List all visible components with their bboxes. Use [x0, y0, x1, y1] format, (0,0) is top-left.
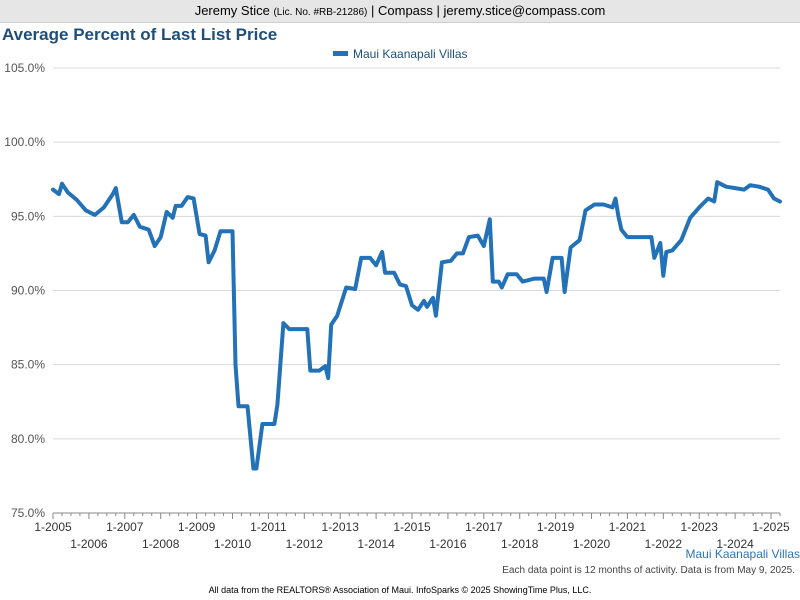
x-tick-label: 1-2005: [34, 520, 72, 534]
y-tick-label: 90.0%: [11, 284, 45, 298]
source-footer: All data from the REALTORS® Association …: [208, 585, 592, 595]
series-caption: Maui Kaanapali Villas: [685, 547, 800, 561]
y-tick-label: 80.0%: [11, 432, 45, 446]
x-tick-label: 1-2011: [250, 520, 287, 534]
x-axis: 1-2005 1-2006 1-2007 1-2008 1-2009 1-2010 1-20…: [34, 512, 790, 551]
company-name: | Compass |: [371, 3, 440, 18]
license-number: (Lic. No. #RB-21286): [273, 7, 368, 18]
x-tick-label: 1-2007: [106, 520, 144, 534]
x-tick-label: 1-2018: [501, 537, 539, 551]
x-tick-label: 1-2019: [537, 520, 575, 534]
agent-email[interactable]: jeremy.stice@compass.com: [443, 3, 606, 18]
x-tick-label: 1-2022: [645, 537, 683, 551]
x-tick-label: 1-2010: [214, 537, 252, 551]
y-tick-label: 85.0%: [11, 358, 45, 372]
grid-lines: [53, 67, 780, 440]
x-tick-label: 1-2017: [465, 520, 503, 534]
data-note: Each data point is 12 months of activity…: [502, 565, 795, 576]
legend-swatch: [333, 51, 348, 56]
agent-name: Jeremy Stice: [194, 3, 270, 18]
series-line-0: [51, 180, 782, 471]
x-tick-label: 1-2023: [681, 520, 719, 534]
y-tick-label: 105.0%: [4, 61, 45, 75]
x-tick-label: 1-2009: [178, 520, 216, 534]
x-tick-label: 1-2021: [609, 520, 647, 534]
x-tick-label: 1-2025: [752, 520, 790, 534]
legend-label: Maui Kaanapali Villas: [353, 47, 468, 61]
y-tick-label: 95.0%: [11, 209, 45, 223]
x-tick-label: 1-2016: [429, 537, 467, 551]
series-group: [51, 180, 782, 471]
x-tick-label: 1-2008: [142, 537, 180, 551]
y-tick-label: 75.0%: [11, 506, 45, 520]
header-bar: Jeremy Stice (Lic. No. #RB-21286) | Comp…: [0, 0, 800, 23]
x-tick-label: 1-2020: [573, 537, 611, 551]
legend: Maui Kaanapali Villas: [333, 47, 468, 61]
x-tick-label: 1-2013: [322, 520, 360, 534]
x-tick-label: 1-2024: [716, 537, 754, 551]
y-axis-ticks: 75.0% 80.0% 85.0% 90.0% 95.0% 100.0% 105.0%: [4, 61, 45, 520]
chart-title: Average Percent of Last List Price: [2, 25, 278, 44]
x-tick-label: 1-2015: [393, 520, 431, 534]
y-tick-label: 100.0%: [4, 135, 45, 149]
x-tick-label: 1-2006: [70, 537, 108, 551]
x-tick-label: 1-2014: [357, 537, 395, 551]
x-tick-label: 1-2012: [286, 537, 324, 551]
